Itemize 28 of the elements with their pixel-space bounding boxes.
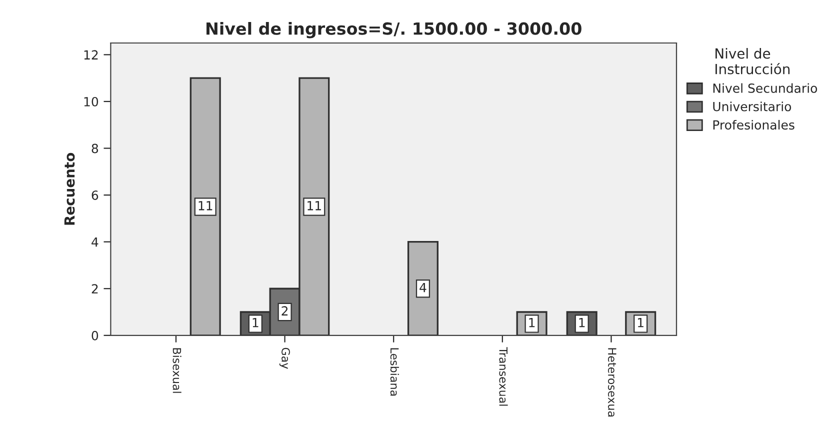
- y-tick-label: 6: [92, 190, 98, 200]
- y-axis-title: Recuento: [64, 152, 75, 225]
- chart-title: Nivel de ingresos=S/. 1500.00 - 3000.00: [206, 22, 582, 38]
- x-tick-label: Lesbiana: [390, 348, 399, 396]
- legend-title: Nivel de Instrucción: [716, 48, 790, 74]
- data-label: 11: [198, 201, 212, 210]
- y-tick-label: 0: [92, 330, 98, 340]
- y-tick-label: 12: [84, 50, 98, 60]
- y-tick-label: 10: [84, 96, 98, 106]
- x-tick-label: Transexual: [499, 347, 508, 406]
- data-label: 1: [579, 318, 585, 328]
- data-label: 1: [638, 318, 644, 328]
- data-label: 1: [529, 318, 535, 328]
- legend-label: Profesionales: [713, 120, 794, 130]
- legend-label: Nivel Secundario: [713, 83, 818, 93]
- data-label: 4: [420, 282, 426, 292]
- y-tick-label: 2: [92, 284, 98, 294]
- x-tick-label: Gay: [279, 348, 290, 369]
- y-tick-label: 8: [92, 144, 98, 154]
- x-tick-label: Heterosexua: [608, 348, 616, 417]
- bar: [190, 77, 221, 336]
- x-tick-label: Bisexual: [172, 348, 182, 393]
- bar: [407, 240, 438, 336]
- legend-label: Universitario: [713, 102, 792, 112]
- y-tick-label: 4: [92, 237, 98, 247]
- data-label: 1: [252, 318, 258, 328]
- data-label: 11: [308, 201, 321, 210]
- data-label: 2: [282, 306, 288, 316]
